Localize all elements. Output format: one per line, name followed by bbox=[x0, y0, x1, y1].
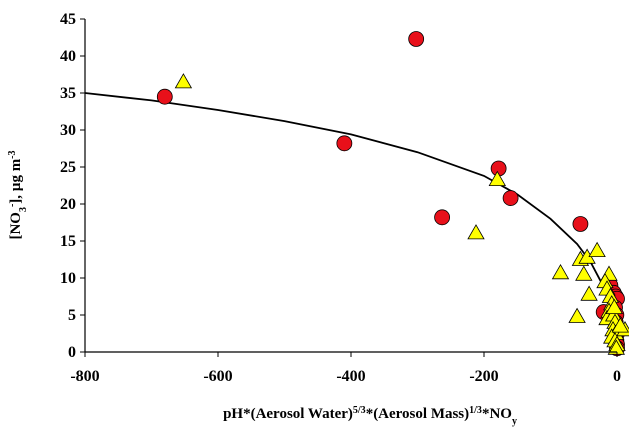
data-point-circle bbox=[502, 190, 519, 206]
data-point-circle bbox=[408, 31, 425, 47]
x-tick-label: -600 bbox=[203, 368, 232, 385]
y-tick-label: 40 bbox=[60, 48, 76, 65]
data-point-triangle bbox=[611, 317, 629, 333]
x-tick-label: -800 bbox=[70, 368, 99, 385]
data-point-circle bbox=[572, 216, 589, 232]
y-tick-label: 30 bbox=[60, 122, 76, 139]
y-axis-title: [NO3-], µg m-3 bbox=[7, 150, 29, 239]
y-tick-label: 25 bbox=[60, 159, 76, 176]
data-point-circle bbox=[434, 209, 451, 226]
data-point-triangle bbox=[174, 73, 193, 89]
data-point-triangle bbox=[575, 265, 593, 281]
x-tick-label: -400 bbox=[336, 368, 365, 385]
data-point-triangle bbox=[488, 170, 506, 187]
y-tick-label: 45 bbox=[60, 11, 76, 28]
y-tick-label: 0 bbox=[68, 344, 76, 361]
x-tick-label: 0 bbox=[613, 368, 621, 385]
data-point-circle bbox=[156, 88, 173, 105]
data-point-triangle bbox=[568, 307, 586, 323]
y-tick-label: 20 bbox=[60, 196, 76, 213]
y-tick-label: 15 bbox=[60, 233, 76, 250]
data-point-triangle bbox=[467, 224, 485, 240]
data-point-circle bbox=[336, 135, 353, 152]
y-tick-label: 5 bbox=[68, 307, 76, 324]
data-point-triangle bbox=[588, 241, 606, 258]
data-point-triangle bbox=[605, 298, 623, 315]
y-tick-label: 10 bbox=[60, 270, 76, 287]
x-tick-label: -200 bbox=[469, 368, 498, 385]
y-tick-label: 35 bbox=[60, 85, 76, 102]
fit-curve bbox=[84, 92, 618, 349]
data-point-triangle bbox=[607, 339, 625, 355]
data-point-triangle bbox=[551, 263, 570, 280]
x-axis-title: pH*(Aerosol Water)5/3*(Aerosol Mass)1/3*… bbox=[223, 405, 517, 427]
data-point-triangle bbox=[580, 285, 598, 301]
